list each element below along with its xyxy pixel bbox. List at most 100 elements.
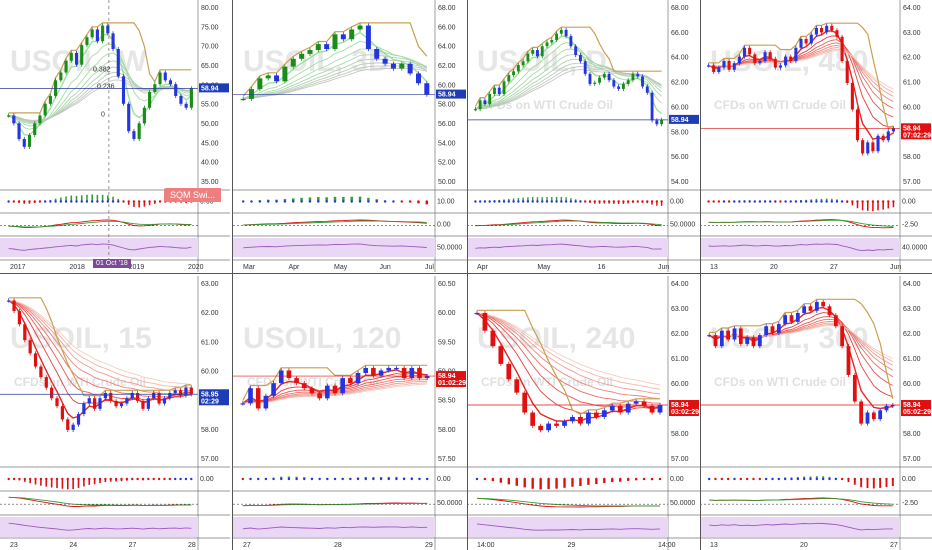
ma-ribbon-line xyxy=(475,62,662,110)
zero-dot xyxy=(655,200,659,203)
price-tag xyxy=(901,400,931,417)
chart-panel-8[interactable]: USOIL, 360 CFDs on WTI Crude Oil 64.00 63.0… xyxy=(700,276,932,550)
candle-body xyxy=(621,83,625,89)
price-tick-label: 54.00 xyxy=(438,140,456,147)
rsi-band xyxy=(467,517,668,537)
ma-ribbon-line xyxy=(476,312,661,390)
zero-dot xyxy=(835,200,839,203)
zero-dot xyxy=(790,477,793,481)
time-tick-label: 28 xyxy=(188,542,196,549)
oscillator-line xyxy=(243,220,427,226)
zero-dot xyxy=(642,477,646,481)
zero-dot xyxy=(712,200,715,203)
price-tick-label: 80.00 xyxy=(201,5,219,12)
zero-dot xyxy=(64,200,68,203)
chart-panel-2[interactable]: USOIL, 3D 68.00 66.00 64.00 62.00 60.00 58.00 5… xyxy=(233,0,467,272)
panel-divider[interactable] xyxy=(232,0,233,550)
candle-body xyxy=(490,330,496,347)
time-tick-label: 20 xyxy=(770,264,778,271)
zero-dot xyxy=(853,477,857,481)
zero-dot xyxy=(753,200,756,203)
zero-dot xyxy=(783,477,787,481)
indicator-name-tag[interactable]: SQM Swi... xyxy=(164,188,222,202)
zero-dot xyxy=(834,477,838,481)
zero-dot xyxy=(626,200,630,203)
candle-body xyxy=(184,387,188,396)
oscillator-line xyxy=(242,502,428,507)
price-tick-label: 61.00 xyxy=(201,339,219,346)
zero-dot xyxy=(34,477,37,481)
candle-body xyxy=(530,412,536,426)
chart-svg: USOIL, W80.0075.0070.0065.0060.0055.0050… xyxy=(0,0,230,272)
zero-dot xyxy=(804,200,808,203)
zero-dot xyxy=(768,200,772,203)
candle-body xyxy=(59,72,63,81)
zero-dot xyxy=(622,200,625,203)
candle-body xyxy=(95,29,99,42)
candle-body xyxy=(891,128,895,132)
zero-dot xyxy=(418,477,421,481)
zero-dot xyxy=(137,200,141,203)
zero-dot xyxy=(152,477,155,481)
candle-body xyxy=(531,50,535,54)
zero-dot xyxy=(132,200,136,203)
chart-watermark: USOIL, 120 xyxy=(243,322,401,355)
zero-dot xyxy=(379,477,383,481)
zero-dot xyxy=(148,200,151,203)
panel-divider[interactable] xyxy=(467,0,468,550)
candle-body xyxy=(753,54,757,64)
price-tick-label: 68.00 xyxy=(438,5,456,12)
zero-dot xyxy=(733,477,736,481)
price-tick-label: 65.00 xyxy=(201,63,219,70)
zero-dot xyxy=(560,200,563,203)
candle-body xyxy=(607,73,611,81)
zero-dot xyxy=(752,477,755,481)
zero-dot xyxy=(425,477,429,481)
candle-body xyxy=(157,392,161,404)
candle-body xyxy=(189,387,193,395)
chart-panel-4[interactable]: USOIL, 480 CFDs on WTI Crude Oil 64.00 63.0… xyxy=(700,0,932,272)
zero-dot xyxy=(847,477,850,481)
chart-panel-6[interactable]: USOIL, 120 CFDs on WTI Crude Oil 60.50 60.0… xyxy=(233,276,467,550)
zero-dot xyxy=(779,200,782,203)
zero-dot xyxy=(85,200,89,203)
candle-body xyxy=(783,315,788,325)
zero-dot xyxy=(828,477,831,481)
chart-panel-1[interactable]: USOIL, W80.0075.0070.0065.0060.0055.0050… xyxy=(0,0,230,272)
candle-body xyxy=(633,401,639,404)
panel-divider[interactable] xyxy=(700,0,701,550)
ma-ribbon-line xyxy=(475,42,662,110)
zero-dot xyxy=(799,200,803,203)
zero-dot xyxy=(607,200,611,203)
candle-body xyxy=(407,63,413,74)
candle-body xyxy=(349,29,355,40)
time-tick-label: Apr xyxy=(289,264,301,271)
candle-body xyxy=(109,392,113,401)
zero-dot xyxy=(758,200,762,203)
candle-body xyxy=(135,392,140,401)
price-tick-label: 66.00 xyxy=(438,24,456,31)
candle-body xyxy=(130,392,134,399)
price-tag-label: 58.94 xyxy=(671,117,689,124)
time-tick-label: 29 xyxy=(568,542,576,549)
candle-body xyxy=(137,123,141,139)
candle-body xyxy=(278,370,284,384)
zero-dot xyxy=(579,477,582,481)
candle-body xyxy=(7,300,11,302)
candle-body xyxy=(726,330,731,340)
zero-dot xyxy=(80,200,83,203)
chart-panel-3[interactable]: USOIL, D CFDs on WTI Crude Oil 68.00 66.00 6… xyxy=(467,0,700,272)
candle-body xyxy=(878,410,883,420)
chart-panel-5[interactable]: USOIL, 15 CFDs on WTI Crude Oil 63.00 62.00… xyxy=(0,276,230,550)
candle-body xyxy=(521,61,525,66)
price-tick-label: 58.00 xyxy=(671,431,689,438)
panel-divider[interactable] xyxy=(0,273,932,274)
zero-dot xyxy=(707,477,711,481)
candle-body xyxy=(770,326,775,333)
chart-panel-7[interactable]: USOIL, 240 CFDs on WTI Crude Oil 64.00 63.0… xyxy=(467,276,700,550)
time-tick-label: Jun xyxy=(890,264,901,271)
candle-body xyxy=(645,86,649,93)
candle-body xyxy=(17,311,22,325)
candle-body xyxy=(340,34,346,40)
